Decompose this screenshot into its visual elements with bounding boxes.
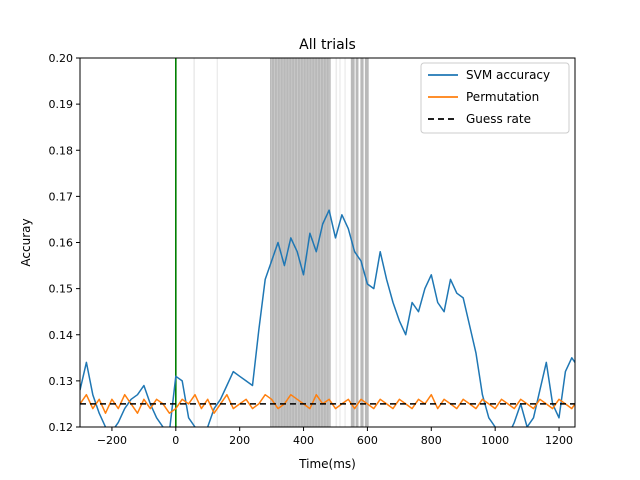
- y-tick-label: 0.17: [49, 190, 74, 203]
- y-tick-label: 0.16: [49, 237, 74, 250]
- legend-label: Permutation: [466, 90, 539, 104]
- x-tick-label: 0: [172, 434, 179, 447]
- significance-band: [360, 58, 364, 427]
- x-tick-label: 200: [229, 434, 250, 447]
- x-tick-label: 400: [293, 434, 314, 447]
- significance-bands: [193, 58, 369, 427]
- significance-band-faint: [335, 58, 338, 427]
- legend-label: SVM accuracy: [466, 68, 550, 82]
- significance-band-faint: [344, 58, 346, 427]
- y-tick-label: 0.13: [49, 375, 74, 388]
- significance-band-faint: [193, 58, 195, 427]
- y-tick-label: 0.14: [49, 329, 74, 342]
- x-tick-label: −200: [97, 434, 127, 447]
- x-axis-label: Time(ms): [298, 457, 356, 471]
- significance-band-faint: [339, 58, 341, 427]
- x-tick-label: 1000: [481, 434, 509, 447]
- legend-box: [420, 62, 570, 134]
- x-axis: −200 0 200 400 600 800 1000 1200: [97, 427, 573, 447]
- x-tick-label: 800: [421, 434, 442, 447]
- chart-title: All trials: [299, 37, 356, 53]
- x-tick-label: 1200: [545, 434, 573, 447]
- y-tick-label: 0.12: [49, 421, 74, 434]
- legend-label: Guess rate: [466, 112, 531, 126]
- series-line-svm-accuracy: [80, 209, 575, 427]
- significance-band: [355, 58, 359, 427]
- plot-area: [79, 57, 576, 428]
- x-tick-label: 600: [357, 434, 378, 447]
- significance-band-faint: [216, 58, 218, 427]
- y-tick-label: 0.19: [49, 98, 74, 111]
- series-layer: [80, 209, 575, 427]
- y-tick-label: 0.18: [49, 144, 74, 157]
- y-axis: 0.12 0.13 0.14 0.15 0.16 0.17 0.18 0.19 0.20: [49, 52, 80, 434]
- significance-band: [364, 58, 369, 427]
- y-tick-label: 0.15: [49, 283, 74, 296]
- y-tick-label: 0.20: [49, 52, 74, 65]
- y-axis-label: Accuray: [19, 218, 33, 266]
- legend: SVM accuracy Permutation Guess rate: [420, 62, 570, 134]
